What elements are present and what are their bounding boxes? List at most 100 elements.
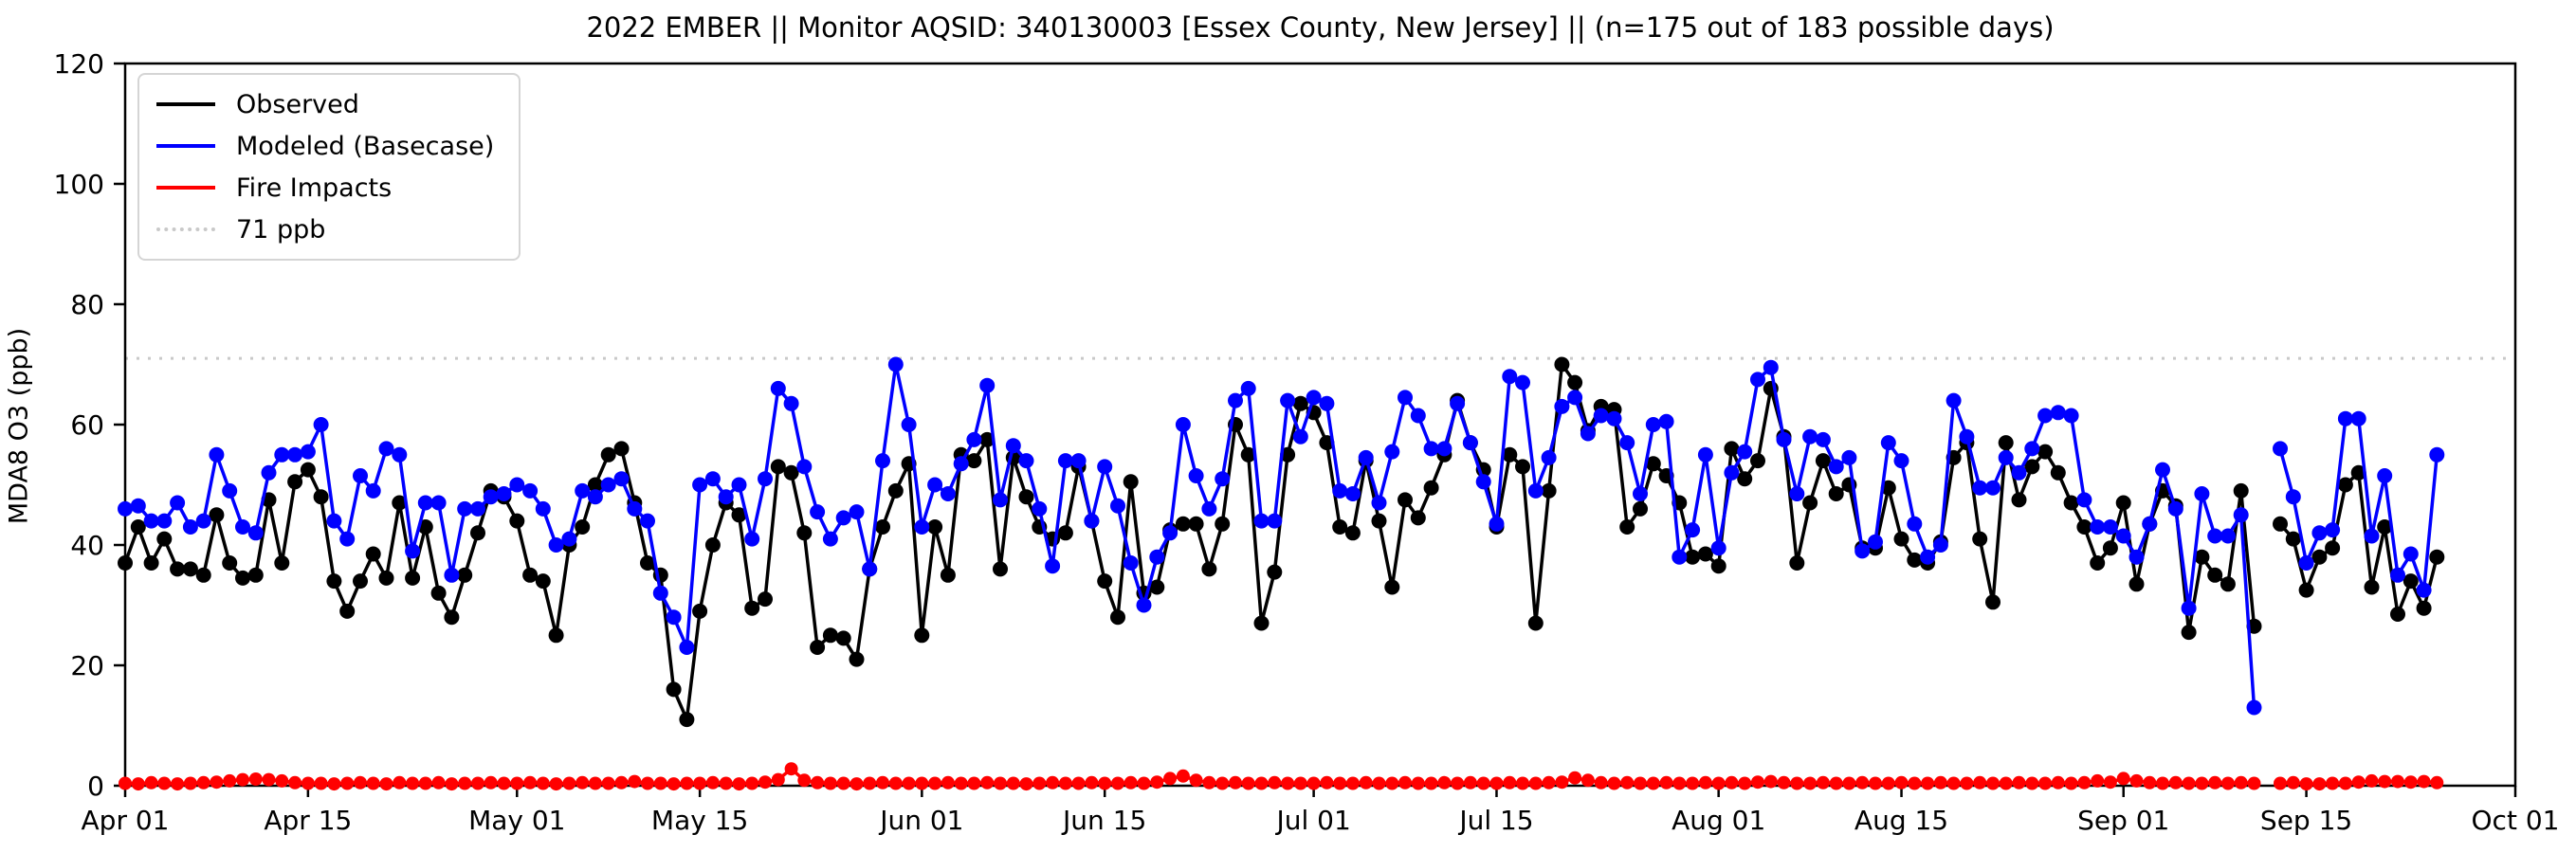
fire-impacts-point [1634, 776, 1647, 790]
observed-point [1240, 446, 1256, 463]
observed-point [326, 573, 342, 590]
fire-impacts-point [967, 776, 981, 790]
fire-impacts-point [1686, 776, 1700, 790]
modeled-basecase-point [1057, 453, 1073, 469]
observed-point [378, 570, 394, 586]
modeled-basecase-point [979, 377, 996, 393]
modeled-basecase-point [300, 444, 316, 460]
fire-impacts-point [1398, 775, 1412, 789]
modeled-basecase-point [1972, 480, 1988, 496]
observed-point [300, 462, 316, 478]
fire-impacts-point [1659, 775, 1673, 789]
observed-point [758, 591, 773, 608]
fire-impacts-point [1268, 775, 1282, 789]
modeled-basecase-point [392, 446, 408, 463]
modeled-basecase-point [1371, 495, 1387, 511]
fire-impacts-point [1137, 776, 1151, 790]
observed-point [287, 474, 303, 490]
modeled-basecase-point [2364, 528, 2380, 544]
observed-point [1633, 500, 1648, 517]
fire-impacts-point [954, 776, 968, 790]
modeled-basecase-point [2390, 567, 2405, 583]
modeled-basecase-point [274, 446, 290, 463]
legend-row-observed: Observed [156, 88, 494, 120]
modeled-basecase-point [1672, 549, 1688, 565]
fire-impacts-point [1790, 776, 1804, 790]
modeled-basecase-point [182, 519, 198, 535]
observed-point [575, 519, 591, 535]
observed-point [1057, 525, 1073, 541]
fire-impacts-point [601, 776, 615, 790]
fire-impacts-point [1229, 775, 1242, 789]
modeled-basecase-point [2377, 468, 2393, 483]
modeled-basecase-point [1515, 374, 1530, 390]
fire-impacts-point [131, 777, 145, 791]
threshold-line-sample-icon [156, 227, 215, 231]
modeled-basecase-point [1398, 390, 1413, 406]
x-tick-label: May 15 [651, 805, 748, 836]
legend-row-modeled: Modeled (Basecase) [156, 130, 494, 162]
modeled-basecase-point [1032, 500, 1048, 517]
observed-point [522, 567, 539, 583]
modeled-basecase-point [339, 531, 356, 547]
modeled-basecase-point [313, 417, 329, 432]
modeled-basecase-point [640, 513, 655, 529]
x-tick-label: Oct 01 [2472, 805, 2560, 836]
fire-impacts-point [745, 776, 759, 790]
fire-impacts-point [301, 776, 315, 790]
modeled-basecase-point [470, 500, 485, 517]
observed-point [247, 567, 264, 583]
observed-point [1998, 435, 2014, 451]
modeled-basecase-point [1162, 525, 1178, 541]
observed-point [966, 453, 982, 469]
fire-impacts-point [1960, 776, 1974, 790]
fire-impacts-point [2143, 775, 2157, 789]
modeled-basecase-point [718, 489, 734, 505]
modeled-basecase-point [483, 489, 499, 505]
fire-impacts-point [1058, 776, 1072, 790]
modeled-basecase-point [1018, 453, 1034, 469]
observed-point [156, 531, 173, 547]
fire-impacts-point [784, 762, 798, 776]
fire-impacts-point [119, 776, 132, 790]
observed-point [2429, 549, 2445, 565]
modeled-basecase-point [1502, 369, 1518, 385]
modeled-basecase-point [1280, 392, 1296, 408]
observed-point [1344, 525, 1361, 541]
modeled-basecase-point [1070, 453, 1087, 469]
fire-impacts-point [2038, 776, 2053, 790]
x-tick-label: Jun 15 [1061, 805, 1146, 836]
modeled-basecase-point [1998, 449, 2014, 465]
modeled-basecase-point [1384, 444, 1400, 460]
observed-point [1267, 564, 1283, 580]
observed-point [535, 573, 551, 590]
fire-impacts-point [1411, 776, 1425, 790]
fire-impacts-point [1555, 775, 1569, 789]
modeled-basecase-point [1253, 513, 1270, 529]
modeled-basecase-point [1907, 516, 1923, 532]
fire-impacts-point [2220, 776, 2235, 790]
observed-point [1697, 546, 1713, 562]
modeled-basecase-point [2194, 486, 2210, 501]
fire-impacts-point [379, 777, 393, 791]
modeled-basecase-point [1685, 522, 1701, 538]
observed-point [1619, 519, 1635, 535]
modeled-basecase-point [2155, 462, 2170, 478]
modeled-basecase-point [2128, 549, 2145, 565]
observed-point [392, 495, 408, 511]
modeled-basecase-point [1893, 453, 1909, 469]
legend-label-modeled: Modeled (Basecase) [236, 131, 495, 161]
observed-point [365, 546, 381, 562]
fire-impacts-point [1046, 775, 1060, 789]
fire-impacts-point [1855, 775, 1870, 789]
fire-impacts-point [1594, 775, 1608, 789]
fire-impacts-point [196, 775, 210, 789]
fire-impacts-point [902, 776, 916, 790]
modeled-basecase-point [2429, 446, 2445, 463]
modeled-basecase-point [235, 519, 250, 535]
modeled-basecase-point [1828, 459, 1844, 475]
modeled-basecase-point [1633, 486, 1648, 501]
modeled-basecase-point [862, 561, 878, 577]
fire-impacts-point [2391, 774, 2404, 789]
observed-point [2076, 519, 2092, 535]
